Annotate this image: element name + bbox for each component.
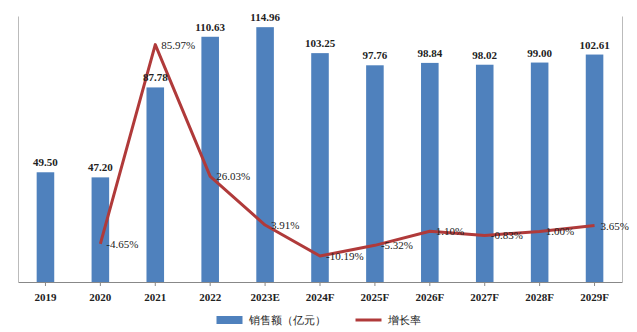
bar-label: 49.50: [33, 156, 58, 168]
line-label: 1.10%: [436, 225, 464, 237]
x-tick-label: 2021: [144, 291, 166, 303]
line-label: 3.65%: [601, 220, 629, 232]
chart: 2019 2020 2021 2022 2023E 2024F 2025F 2026F 2027…: [0, 0, 637, 332]
x-tick-label: 2027F: [470, 291, 499, 303]
bar: [311, 53, 329, 282]
data-labels: 49.50 47.20 87.78 110.63 114.96 103.25 97.76 98…: [33, 11, 629, 262]
line-label: -10.19%: [326, 250, 364, 262]
x-tick-mark: [429, 282, 430, 286]
x-tick: 2022: [199, 282, 222, 303]
legend-item: 销售额（亿元）: [217, 314, 326, 327]
line-label: 1.00%: [546, 225, 574, 237]
bar: [37, 172, 55, 282]
plot: 2019 2020 2021 2022 2023E 2024F 2025F 2026F 2027…: [19, 11, 629, 303]
x-tick-mark: [100, 282, 101, 286]
x-tick-label: 2022: [199, 291, 222, 303]
x-tick: 2020: [89, 282, 112, 303]
x-tick-mark: [155, 282, 156, 286]
bar-label: 97.76: [363, 49, 388, 61]
x-axis: 2019 2020 2021 2022 2023E 2024F 2025F 2026F 2027…: [19, 282, 623, 303]
x-tick-label: 2019: [34, 291, 57, 303]
bar: [421, 63, 439, 282]
growth-line: [100, 45, 594, 256]
legend: 销售额（亿元） 增长率: [217, 314, 421, 327]
bar: [256, 27, 274, 282]
y2-axis-line: [622, 17, 623, 283]
x-tick: 2026F: [415, 282, 444, 303]
legend-label: 增长率: [387, 314, 421, 327]
marks: [37, 27, 604, 282]
x-tick-mark: [265, 282, 266, 286]
x-tick: 2024F: [306, 282, 335, 303]
x-tick: 2027F: [470, 282, 499, 303]
x-tick: 2025F: [361, 282, 390, 303]
x-tick: 2019: [34, 282, 57, 303]
bar-label: 102.61: [579, 39, 609, 51]
bar-label: 99.00: [527, 47, 552, 59]
x-tick-label: 2026F: [415, 291, 444, 303]
x-tick-label: 2023E: [250, 291, 279, 303]
bar: [586, 55, 604, 282]
x-tick-mark: [45, 282, 46, 286]
bar-label: 87.78: [143, 71, 168, 83]
line-label: 85.97%: [161, 39, 195, 51]
x-tick-mark: [374, 282, 375, 286]
x-tick-label: 2024F: [306, 291, 335, 303]
bar-label: 114.96: [250, 11, 280, 23]
legend-item: 增长率: [356, 314, 421, 327]
x-tick-mark: [320, 282, 321, 286]
x-tick-label: 2028F: [525, 291, 554, 303]
bar-label: 103.25: [305, 37, 336, 49]
line-label: -0.83%: [491, 229, 523, 241]
x-tick-mark: [539, 282, 540, 286]
bar: [476, 65, 494, 282]
line-label: -5.32%: [381, 239, 413, 251]
x-tick-label: 2029F: [580, 291, 609, 303]
bar-label: 98.84: [417, 47, 442, 59]
x-tick: 2029F: [580, 282, 609, 303]
y-axis: [18, 17, 19, 283]
x-tick-mark: [484, 282, 485, 286]
x-tick: 2023E: [250, 282, 279, 303]
x-tick-label: 2025F: [361, 291, 390, 303]
x-tick: 2021: [144, 282, 166, 303]
x-tick-mark: [594, 282, 595, 286]
legend-label: 销售额（亿元）: [248, 314, 326, 327]
bar: [92, 177, 110, 282]
x-tick-mark: [210, 282, 211, 286]
bar-label: 110.63: [195, 21, 225, 33]
line-label: -4.65%: [106, 238, 138, 250]
bar-label: 47.20: [88, 161, 113, 173]
line-label: 26.03%: [216, 170, 250, 182]
bar: [531, 63, 549, 282]
line-label: 3.91%: [271, 219, 299, 231]
legend-swatch: [217, 316, 243, 324]
bar: [146, 87, 164, 282]
bar-label: 98.02: [472, 49, 497, 61]
x-tick-label: 2020: [89, 291, 112, 303]
y2-axis: [622, 17, 623, 283]
legend-swatch: [356, 319, 382, 322]
x-tick: 2028F: [525, 282, 554, 303]
y-axis-line: [18, 17, 19, 283]
